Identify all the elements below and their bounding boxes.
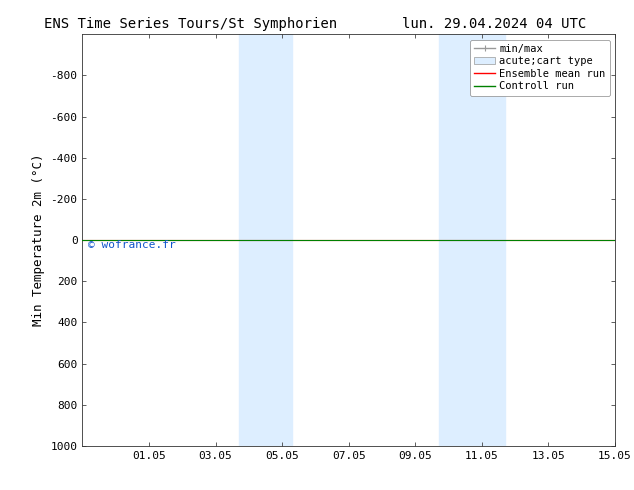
Text: © wofrance.fr: © wofrance.fr xyxy=(87,240,176,250)
Text: ENS Time Series Tours/St Symphorien: ENS Time Series Tours/St Symphorien xyxy=(44,17,337,31)
Text: lun. 29.04.2024 04 UTC: lun. 29.04.2024 04 UTC xyxy=(403,17,586,31)
Bar xyxy=(439,34,505,446)
Bar xyxy=(239,34,292,446)
Y-axis label: Min Temperature 2m (°C): Min Temperature 2m (°C) xyxy=(32,154,45,326)
Legend: min/max, acute;cart type, Ensemble mean run, Controll run: min/max, acute;cart type, Ensemble mean … xyxy=(470,40,610,96)
